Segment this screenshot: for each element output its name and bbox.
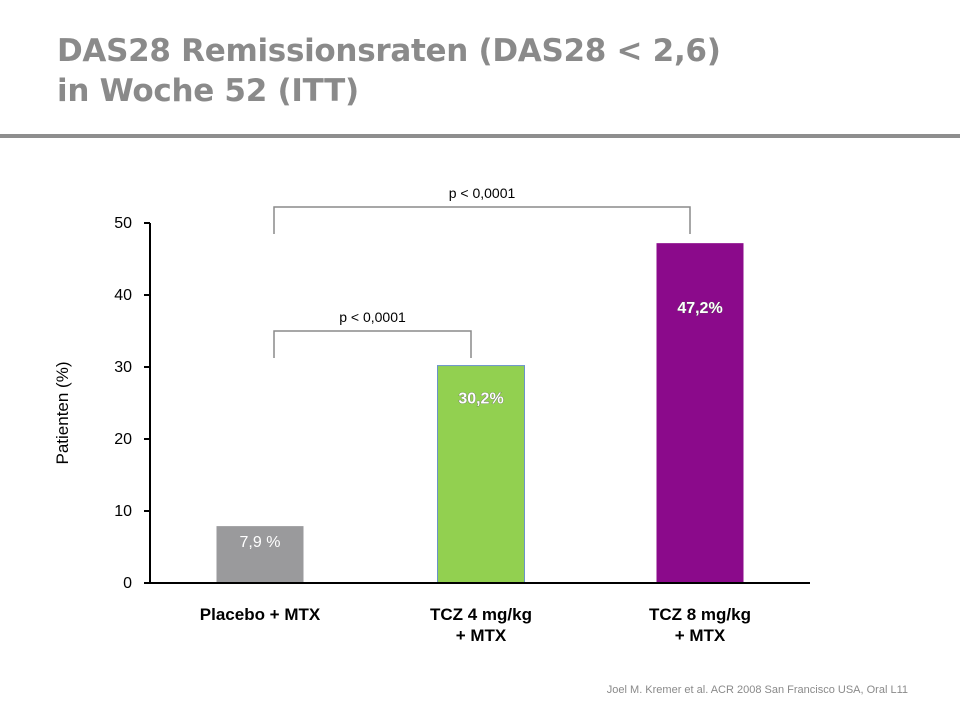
source-citation: Joel M. Kremer et al. ACR 2008 San Franc… — [606, 684, 908, 696]
significance-bracket — [273, 206, 691, 234]
x-category-label: + MTX — [675, 626, 726, 645]
x-category-label: TCZ 4 mg/kg — [430, 605, 532, 624]
y-tick-label: 10 — [114, 503, 132, 520]
y-tick-label: 50 — [114, 215, 132, 232]
p-value-annotation: p < 0,0001 — [339, 309, 406, 325]
y-axis-label: Patienten (%) — [53, 362, 72, 465]
y-tick-label: 40 — [114, 287, 132, 304]
title-divider — [0, 134, 960, 138]
y-tick-label: 30 — [114, 359, 132, 376]
bar-2 — [437, 365, 525, 584]
bar-3 — [656, 243, 744, 583]
data-label-1: 7,9 % — [240, 534, 281, 551]
slide-title-line-2: in Woche 52 (ITT) — [57, 73, 359, 109]
x-category-label: + MTX — [456, 626, 507, 645]
y-tick-label: 0 — [123, 575, 132, 592]
data-label-3: 47,2% — [677, 300, 722, 317]
y-tick-label: 20 — [114, 431, 132, 448]
slide-title: DAS28 Remissionsraten (DAS28 < 2,6) in W… — [57, 31, 721, 111]
p-value-annotation: p < 0,0001 — [449, 185, 516, 201]
bar-1 — [216, 526, 304, 583]
x-category-label: TCZ 8 mg/kg — [649, 605, 751, 624]
slide-title-line-1: DAS28 Remissionsraten (DAS28 < 2,6) — [57, 33, 721, 69]
x-category-label: Placebo + MTX — [200, 605, 321, 624]
data-label-2: 30,2% — [458, 391, 503, 408]
significance-bracket — [273, 330, 472, 358]
